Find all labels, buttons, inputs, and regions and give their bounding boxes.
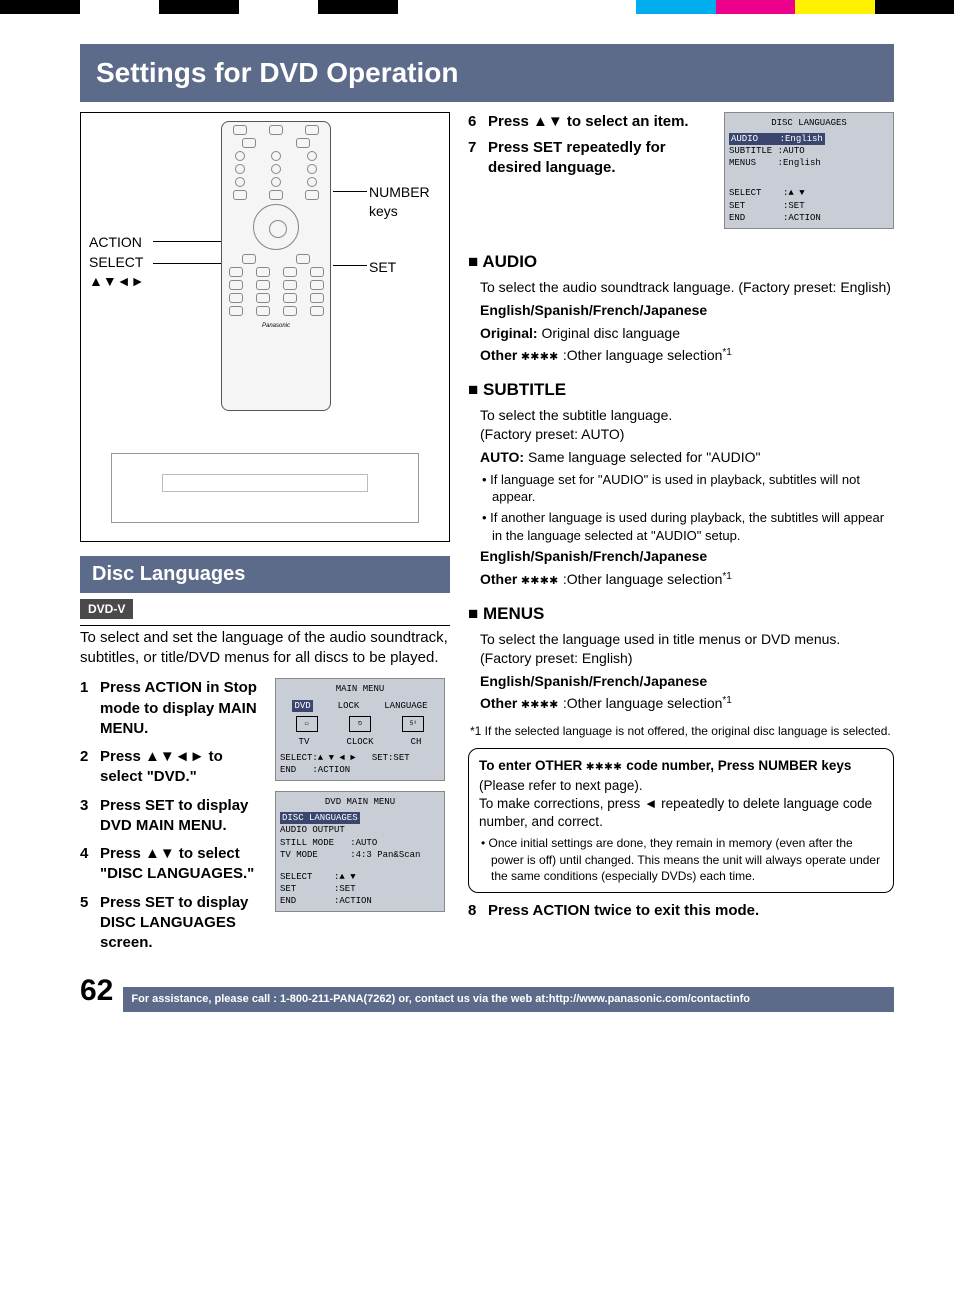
assistance-bar: For assistance, please call : 1-800-211-… [123, 987, 894, 1012]
step-8: 8 Press ACTION twice to exit this mode. [468, 901, 894, 921]
remote-body: Panasonic [221, 121, 331, 411]
section-subtitle: SUBTITLE To select the subtitle language… [468, 379, 894, 591]
page-number: 62 [80, 971, 113, 1012]
steps-6-7: 6Press ▲▼ to select an item. 7Press SET … [468, 112, 712, 239]
label-select: SELECT ▲▼◄► [89, 253, 144, 291]
osd-disc-languages: DISC LANGUAGES AUDIO :English SUBTITLE :… [724, 112, 894, 229]
note-other-code: To enter OTHER ✱✱✱✱ code number, Press N… [468, 748, 894, 893]
label-action: ACTION [89, 233, 142, 252]
ch-icon: 5³ [402, 716, 424, 732]
remote-brand: Panasonic [222, 322, 330, 330]
badge-dvd-v: DVD-V [80, 599, 133, 619]
subhead-disc-languages: Disc Languages [80, 556, 450, 593]
footnote-1: *1 If the selected language is not offer… [468, 723, 894, 739]
tv-icon: ▭ [296, 716, 318, 732]
section-audio: AUDIO To select the audio soundtrack lan… [468, 251, 894, 368]
label-number: NUMBER keys [369, 183, 430, 221]
vcr-front-panel [111, 453, 419, 523]
color-registration-bars [0, 0, 954, 14]
intro-text: To select and set the language of the au… [80, 625, 450, 669]
osd-main-menu: MAIN MENU DVD LOCK LANGUAGE ▭ ⏲ 5³ TV [275, 678, 445, 781]
clock-icon: ⏲ [349, 716, 371, 732]
page-title: Settings for DVD Operation [80, 44, 894, 102]
osd-dvd-main-menu: DVD MAIN MENU DISC LANGUAGES AUDIO OUTPU… [275, 791, 445, 912]
label-set: SET [369, 258, 396, 277]
section-menus: MENUS To select the language used in tit… [468, 603, 894, 716]
remote-illustration: Panasonic ACTION SELECT ▲▼◄► NUMBER keys… [80, 112, 450, 542]
steps-1-5: 1Press ACTION in Stop mode to display MA… [80, 678, 265, 961]
